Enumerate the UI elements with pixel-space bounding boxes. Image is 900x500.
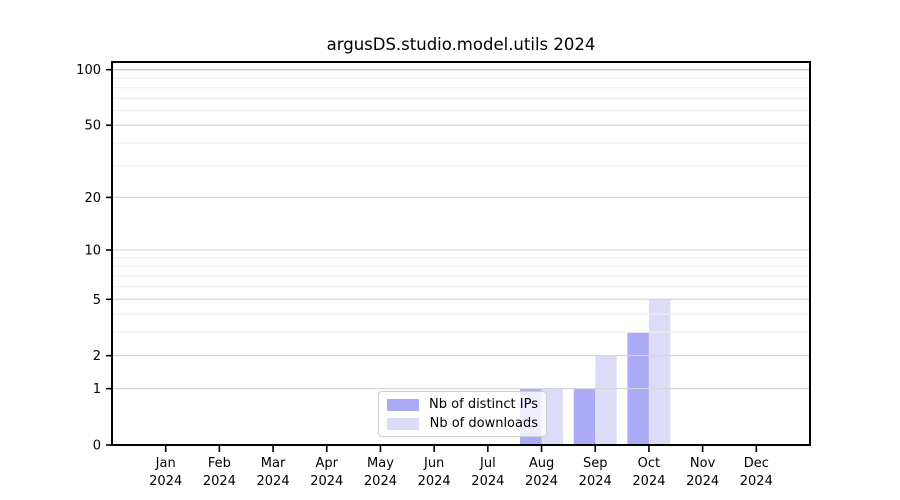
x-tick-label-jan: Jan <box>155 456 176 471</box>
legend-label-downloads: Nb of downloads <box>429 416 538 431</box>
bar-oct-nb-of-downloads <box>648 299 671 445</box>
x-tick-label-aug: Aug <box>529 456 554 471</box>
x-tick-label-jun: Jun <box>423 456 444 471</box>
y-tick-label-0: 0 <box>93 439 101 454</box>
x-tick-label-year-oct: 2024 <box>632 474 665 489</box>
x-tick-label-year-may: 2024 <box>364 474 397 489</box>
x-tick-label-may: May <box>367 456 394 471</box>
y-tick-label-2: 2 <box>93 349 101 364</box>
y-tick-label-1: 1 <box>93 382 101 397</box>
x-tick-label-mar: Mar <box>261 456 286 471</box>
x-tick-label-year-aug: 2024 <box>525 474 558 489</box>
plot-border <box>111 61 811 446</box>
bar-sep-nb-of-downloads <box>595 355 617 445</box>
legend: Nb of distinct IPs Nb of downloads <box>378 391 547 437</box>
x-tick-label-feb: Feb <box>208 456 231 471</box>
legend-swatch-distinct-ips <box>387 398 419 411</box>
y-tick-label-50: 50 <box>84 119 101 134</box>
x-tick-label-year-feb: 2024 <box>203 474 236 489</box>
x-tick-label-year-jul: 2024 <box>471 474 504 489</box>
x-tick-label-sep: Sep <box>583 456 608 471</box>
chart-title: argusDS.studio.model.utils 2024 <box>326 35 596 54</box>
x-tick-label-apr: Apr <box>316 456 339 471</box>
x-tick-label-oct: Oct <box>638 456 660 471</box>
x-tick-label-year-dec: 2024 <box>740 474 773 489</box>
legend-entry-downloads: Nb of downloads <box>387 416 538 431</box>
y-tick-label-10: 10 <box>84 243 101 258</box>
x-tick-label-nov: Nov <box>690 456 716 471</box>
x-tick-label-year-nov: 2024 <box>686 474 719 489</box>
x-tick-label-year-apr: 2024 <box>310 474 343 489</box>
legend-label-distinct-ips: Nb of distinct IPs <box>429 397 538 412</box>
x-tick-label-dec: Dec <box>744 456 769 471</box>
x-tick-label-year-jan: 2024 <box>149 474 182 489</box>
x-tick-label-year-jun: 2024 <box>418 474 451 489</box>
y-tick-label-100: 100 <box>76 63 101 78</box>
x-tick-label-jul: Jul <box>479 456 496 471</box>
y-tick-label-5: 5 <box>93 293 101 308</box>
legend-swatch-downloads <box>387 417 419 430</box>
x-tick-label-year-mar: 2024 <box>257 474 290 489</box>
x-tick-label-year-sep: 2024 <box>579 474 612 489</box>
bar-sep-nb-of-distinct-ips <box>573 388 596 445</box>
legend-entry-distinct-ips: Nb of distinct IPs <box>387 397 538 412</box>
y-tick-label-20: 20 <box>84 191 101 206</box>
